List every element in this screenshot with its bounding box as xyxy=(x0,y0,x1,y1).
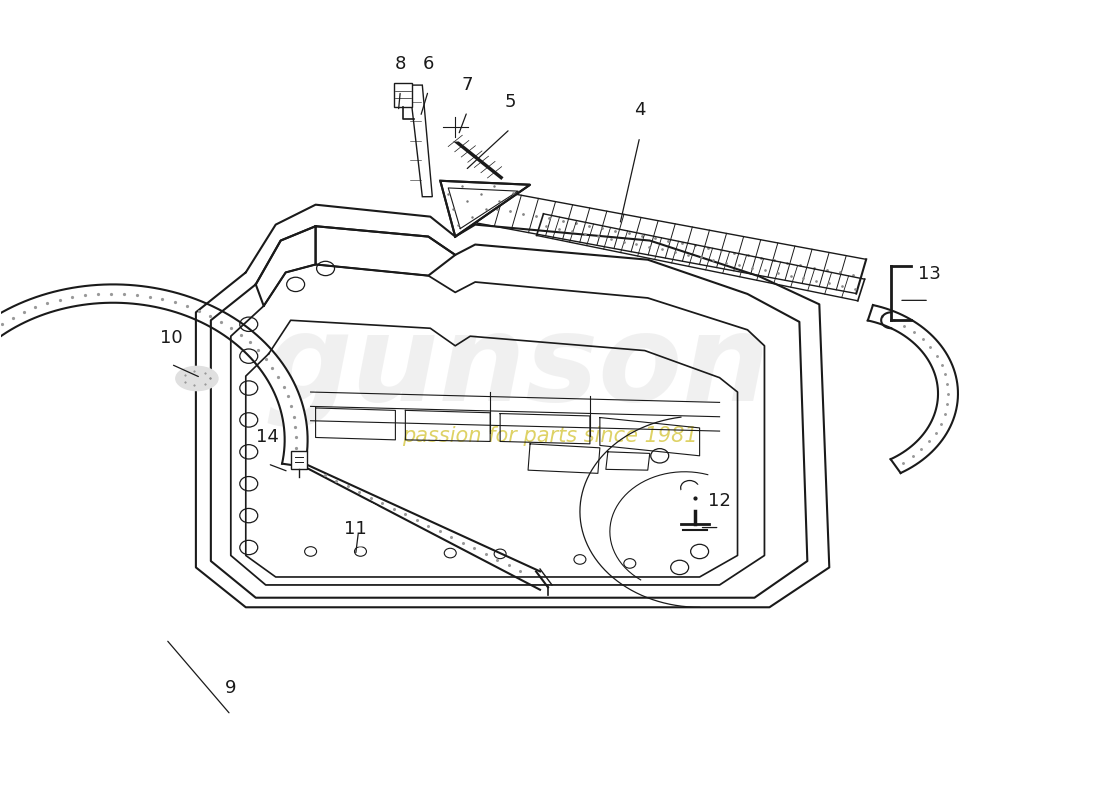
Polygon shape xyxy=(305,464,540,590)
Text: 14: 14 xyxy=(256,428,279,446)
Text: 12: 12 xyxy=(708,492,732,510)
Polygon shape xyxy=(409,85,432,197)
Text: passion for parts since 1981: passion for parts since 1981 xyxy=(403,426,697,446)
Polygon shape xyxy=(395,82,412,106)
Circle shape xyxy=(679,486,711,511)
Ellipse shape xyxy=(176,366,218,390)
Text: 11: 11 xyxy=(344,520,367,538)
Text: 5: 5 xyxy=(505,94,516,111)
Text: 10: 10 xyxy=(160,329,183,346)
Text: gunson: gunson xyxy=(264,310,770,426)
Polygon shape xyxy=(290,451,307,469)
Text: 7: 7 xyxy=(462,76,473,94)
Polygon shape xyxy=(440,181,530,237)
Text: 8: 8 xyxy=(395,55,406,73)
Circle shape xyxy=(438,112,473,141)
Polygon shape xyxy=(868,305,958,473)
Text: 4: 4 xyxy=(634,102,646,119)
Text: 6: 6 xyxy=(422,55,435,73)
Text: 9: 9 xyxy=(226,679,236,698)
Polygon shape xyxy=(0,285,308,467)
Text: 13: 13 xyxy=(917,265,940,283)
